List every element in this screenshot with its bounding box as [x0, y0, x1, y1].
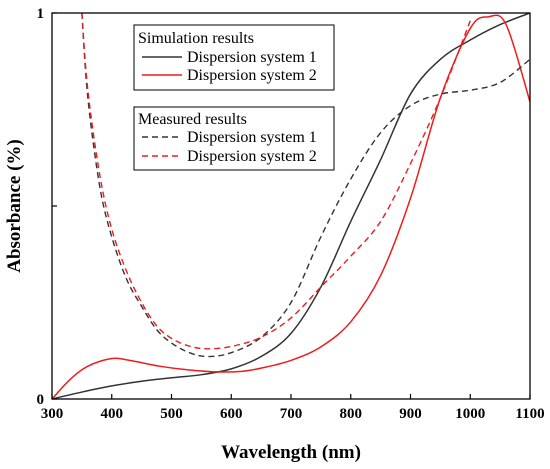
x-tick-label: 600 — [220, 406, 243, 422]
legend-entry-label: Dispersion system 2 — [187, 148, 317, 165]
x-tick-label: 500 — [160, 406, 183, 422]
legend-entry-label: Dispersion system 1 — [187, 129, 317, 146]
x-tick-label: 700 — [280, 406, 303, 422]
legend-box-2 — [133, 106, 335, 171]
x-axis-title: Wavelength (nm) — [221, 442, 361, 463]
series-line-2 — [52, 14, 530, 399]
y-axis-title: Absorbance (%) — [4, 139, 25, 273]
legend-group-title: Simulation results — [138, 30, 254, 47]
x-tick-label: 800 — [340, 406, 363, 422]
x-tick-label: 1100 — [515, 406, 544, 422]
y-tick-label: 1 — [37, 6, 45, 22]
series-line-3 — [81, 13, 530, 358]
series-line-1 — [52, 13, 530, 399]
legend-entry-label: Dispersion system 1 — [187, 49, 317, 66]
y-tick-label: 0 — [37, 392, 45, 408]
x-tick-label: 400 — [101, 406, 124, 422]
x-tick-label: 300 — [41, 406, 64, 422]
axes-layer: 300 400 500 600 700 800 900 1000 1100 0 1 — [37, 6, 545, 422]
series-line-4 — [81, 13, 471, 350]
series-layer — [52, 13, 530, 399]
x-tick-label: 900 — [399, 406, 422, 422]
legend-entry-label: Dispersion system 2 — [187, 67, 317, 84]
legend-group-title: Measured results — [138, 111, 247, 128]
x-tick-label: 1000 — [455, 406, 485, 422]
